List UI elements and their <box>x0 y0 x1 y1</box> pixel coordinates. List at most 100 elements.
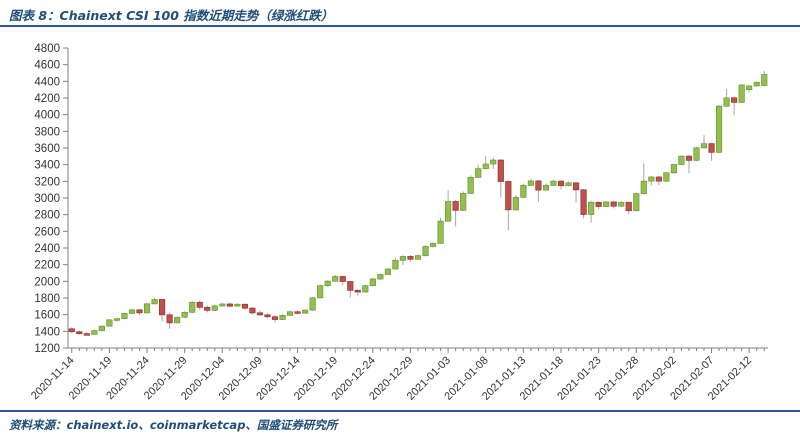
candle-down <box>294 311 301 314</box>
footer-rule <box>0 410 800 412</box>
candle-up <box>362 285 369 293</box>
candle-down <box>196 301 203 308</box>
candle-down <box>685 155 693 161</box>
candle-down <box>655 176 662 182</box>
candle-up <box>128 309 136 314</box>
candle-up <box>279 314 286 320</box>
y-axis-label: 4000 <box>34 110 60 122</box>
figure-title: 图表 8：Chainext CSI 100 指数近期走势（绿涨红跌） <box>9 8 334 23</box>
candle-down <box>625 201 632 212</box>
candle-down <box>256 312 264 316</box>
candle-up <box>219 303 226 307</box>
source-text: 资料来源：chainext.io、coinmarketcap、国盛证券研究所 <box>9 418 338 432</box>
candle-up <box>392 259 399 270</box>
candle-up <box>550 180 557 186</box>
candle-up <box>618 201 625 207</box>
candle-down <box>595 201 602 207</box>
candle-up <box>723 97 730 107</box>
candle-down <box>166 314 173 324</box>
candle-up <box>384 268 391 275</box>
candle-down <box>505 181 512 211</box>
candle-up <box>520 184 527 198</box>
candle-up <box>761 74 768 86</box>
candle-up <box>414 255 422 260</box>
candle-up <box>663 172 670 182</box>
candle-up <box>422 246 429 257</box>
candle-up <box>678 155 685 165</box>
candle-down <box>249 307 256 314</box>
candle-up <box>693 147 700 161</box>
header-rule <box>0 25 800 27</box>
candle-up <box>113 318 121 321</box>
candle-up <box>429 243 437 247</box>
candle-up <box>211 305 218 311</box>
y-axis-label: 1800 <box>34 293 60 305</box>
y-axis-label: 2000 <box>34 276 60 288</box>
candle-up <box>482 163 489 170</box>
candle-down <box>264 314 271 318</box>
candle-down <box>535 180 542 191</box>
candle-up <box>91 330 98 335</box>
candle-up <box>603 201 610 207</box>
candle-down <box>610 201 617 207</box>
candle-up <box>302 309 309 314</box>
candle-up <box>640 180 647 195</box>
candle-down <box>452 201 459 211</box>
candle-up <box>377 274 384 280</box>
y-axis-label: 3800 <box>34 126 60 138</box>
candle-down <box>68 328 75 333</box>
y-axis-label: 2600 <box>34 226 60 238</box>
candle-down <box>557 180 565 187</box>
candle-up <box>445 201 452 222</box>
y-axis-label: 2400 <box>34 243 60 255</box>
candle-up <box>332 276 339 282</box>
candle-down <box>731 97 738 103</box>
candle-up <box>460 193 467 211</box>
candle-up <box>475 168 482 178</box>
candle-up <box>467 176 474 194</box>
y-axis-label: 1600 <box>34 310 60 322</box>
candle-down <box>83 333 90 336</box>
candle-up <box>633 193 640 212</box>
candle-up <box>588 201 595 215</box>
candle-up <box>700 143 708 149</box>
y-axis-label: 4400 <box>34 76 60 88</box>
candle-up <box>399 256 407 261</box>
candle-up <box>527 180 534 186</box>
candle-up <box>106 319 113 327</box>
candle-up <box>234 303 241 307</box>
candle-down <box>572 182 580 191</box>
candle-up <box>753 81 760 87</box>
candle-down <box>339 276 346 282</box>
candle-down <box>580 189 587 215</box>
candle-down <box>76 331 83 335</box>
y-axis-label: 1200 <box>34 343 60 355</box>
y-axis-label: 3400 <box>34 160 60 172</box>
candle-up <box>746 85 753 91</box>
candle-down <box>204 306 211 311</box>
candle-up <box>174 316 181 324</box>
candle-up <box>286 311 294 316</box>
candle-up <box>512 196 519 211</box>
candle-up <box>98 325 105 332</box>
y-axis-label: 3600 <box>34 143 60 155</box>
candle-up <box>542 184 550 191</box>
candlestick-chart: 1200 1400 1600 1800 2000 2200 2400 2600 2800 3000… <box>0 28 800 409</box>
y-axis-label: 2200 <box>34 260 60 272</box>
candle-up <box>309 297 316 311</box>
y-axis-label: 4800 <box>34 43 60 55</box>
candle-down <box>271 316 279 320</box>
candle-up <box>317 285 324 299</box>
candle-down <box>708 143 715 153</box>
candle-up <box>143 303 151 314</box>
y-axis-label: 4200 <box>34 93 60 105</box>
candle-up <box>565 182 572 187</box>
candle-up <box>670 164 677 174</box>
y-axis-label: 3000 <box>34 193 60 205</box>
candle-down <box>407 256 414 260</box>
candle-down <box>497 159 504 182</box>
y-axis-label: 1400 <box>34 326 60 338</box>
y-axis-label: 4600 <box>34 60 60 72</box>
chart-canvas: 1200 1400 1600 1800 2000 2200 2400 2600 2800 3000… <box>29 43 768 403</box>
candle-down <box>136 309 143 314</box>
